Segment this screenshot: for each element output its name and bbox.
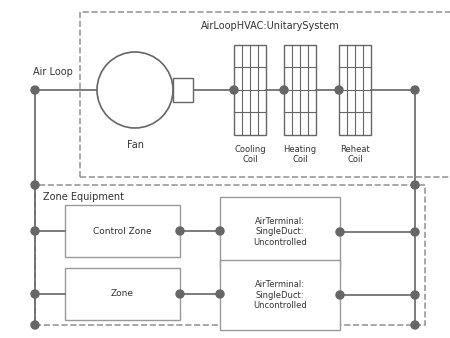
Circle shape <box>230 86 238 94</box>
Circle shape <box>336 291 344 299</box>
Circle shape <box>31 321 39 329</box>
Bar <box>220 260 340 330</box>
Circle shape <box>216 227 224 235</box>
Circle shape <box>31 86 39 94</box>
Circle shape <box>31 290 39 298</box>
Bar <box>220 197 340 267</box>
Circle shape <box>335 86 343 94</box>
Bar <box>65 268 180 320</box>
Text: Fan: Fan <box>126 140 144 150</box>
Bar <box>234 45 266 135</box>
Circle shape <box>336 228 344 236</box>
Circle shape <box>31 181 39 189</box>
Circle shape <box>280 86 288 94</box>
Text: Control Zone: Control Zone <box>93 226 152 236</box>
Circle shape <box>31 227 39 235</box>
Text: Air Loop: Air Loop <box>33 67 73 77</box>
Bar <box>65 205 180 257</box>
Bar <box>80 12 450 177</box>
Bar <box>35 185 425 325</box>
Text: AirTerminal:
SingleDuct:
Uncontrolled: AirTerminal: SingleDuct: Uncontrolled <box>253 217 307 247</box>
Text: Heating
Coil: Heating Coil <box>284 145 316 164</box>
Circle shape <box>411 86 419 94</box>
Circle shape <box>411 321 419 329</box>
Circle shape <box>176 227 184 235</box>
Text: AirLoopHVAC:UnitarySystem: AirLoopHVAC:UnitarySystem <box>201 21 339 31</box>
Circle shape <box>97 52 173 128</box>
Text: Zone: Zone <box>111 290 134 298</box>
Bar <box>339 45 371 135</box>
Circle shape <box>216 290 224 298</box>
Circle shape <box>411 181 419 189</box>
Bar <box>173 78 193 102</box>
Circle shape <box>176 290 184 298</box>
Text: Zone Equipment: Zone Equipment <box>43 192 124 202</box>
Bar <box>284 45 316 135</box>
Text: AirTerminal:
SingleDuct:
Uncontrolled: AirTerminal: SingleDuct: Uncontrolled <box>253 280 307 310</box>
Text: Cooling
Coil: Cooling Coil <box>234 145 266 164</box>
Circle shape <box>411 228 419 236</box>
Text: Reheat
Coil: Reheat Coil <box>340 145 370 164</box>
Circle shape <box>411 291 419 299</box>
